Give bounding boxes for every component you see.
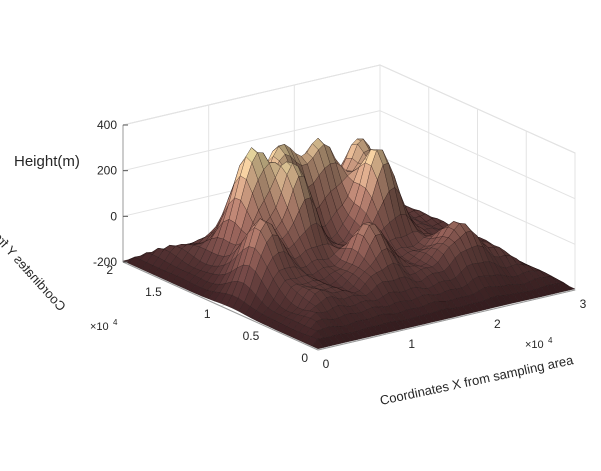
y-exponent-label: ×10 4 — [90, 318, 118, 333]
y-tick-label: 0.5 — [243, 329, 260, 343]
grid-line-z — [122, 110, 576, 200]
surface-patch — [563, 282, 576, 291]
x-exponent-label: ×10 4 — [525, 336, 553, 351]
z-tick-label: 0 — [110, 209, 117, 223]
y-tick-label: 2 — [106, 263, 113, 277]
x-exponent-base: ×10 — [525, 339, 544, 351]
grid-line-z — [122, 64, 576, 154]
z-axis-label: Height(m) — [14, 153, 80, 170]
x-tick-label: 2 — [494, 317, 501, 331]
x-tick-label: 1 — [408, 337, 415, 351]
z-tick-label: 400 — [97, 118, 117, 132]
z-tick-label: -200 — [93, 255, 117, 269]
y-axis-label: Coordinates Y from sampling area — [0, 157, 69, 314]
y-axis-line — [122, 261, 319, 351]
x-axis-line — [317, 289, 576, 351]
x-tick-labels: 0 1 2 3 — [323, 297, 587, 371]
y-tick-label: 1.5 — [145, 285, 162, 299]
x-tick-label: 0 — [323, 357, 330, 371]
y-exponent-base: ×10 — [90, 321, 109, 333]
y-tick-label: 0 — [301, 351, 308, 365]
x-exponent-power: 4 — [548, 336, 553, 345]
z-tick-labels: -200 0 200 400 — [93, 118, 128, 269]
y-tick-labels: 0 0.5 1 1.5 2 — [106, 263, 308, 365]
x-axis-label: Coordinates X from sampling area — [379, 352, 576, 408]
y-tick-label: 1 — [204, 307, 211, 321]
y-exponent-power: 4 — [113, 318, 118, 327]
axes-front-edges — [122, 125, 576, 351]
z-tick-label: 200 — [97, 164, 117, 178]
surface-mesh — [122, 137, 576, 350]
x-tick-label: 3 — [580, 297, 587, 311]
